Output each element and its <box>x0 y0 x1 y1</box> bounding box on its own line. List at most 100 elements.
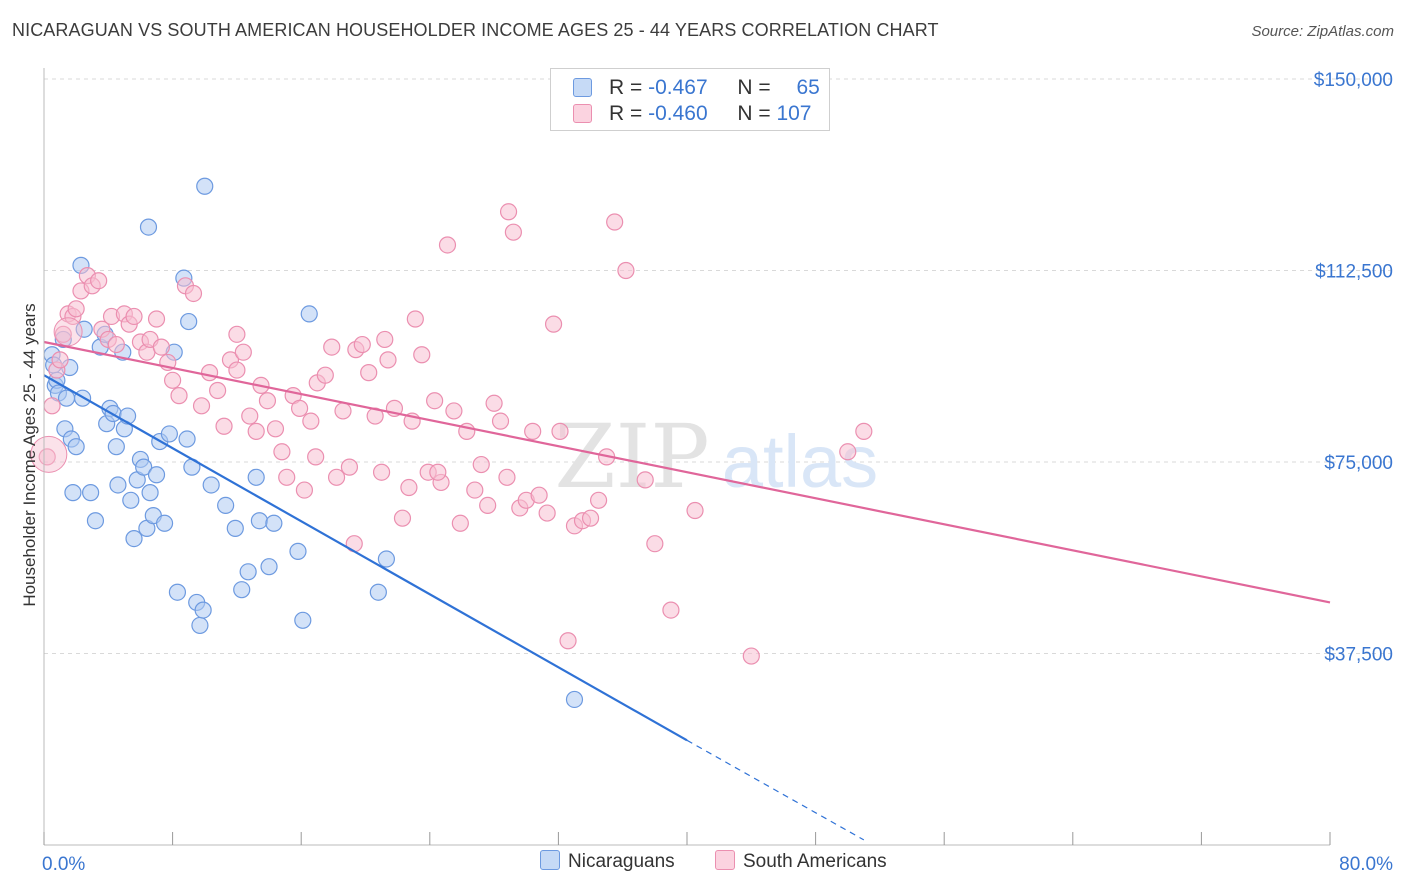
south-american-point <box>53 317 83 347</box>
watermark-zip: ZIP <box>554 405 709 508</box>
legend-n-value: 65 <box>796 76 820 99</box>
legend-r-label: R = <box>609 76 649 99</box>
nicaraguan-point <box>217 496 235 515</box>
legend-r-value: -0.460 <box>648 102 708 125</box>
nicaraguan-point <box>178 430 196 448</box>
bottom-legend-label: South Americans <box>743 851 887 872</box>
y-tick-label: $112,500 <box>1315 262 1393 283</box>
bottom-legend-nicaraguans: Nicaraguans <box>540 850 675 873</box>
nicaraguan-point <box>109 476 127 494</box>
south-american-point <box>551 422 569 440</box>
bottom-legend-swatch-pink <box>715 850 735 870</box>
south-american-point <box>43 397 61 415</box>
south-american-point <box>247 422 265 440</box>
south-american-point <box>295 481 314 499</box>
south-american-point <box>200 364 219 382</box>
nicaraguan-point <box>233 581 251 599</box>
south-american-point <box>215 417 233 435</box>
nicaraguan-point <box>160 425 178 443</box>
south-american-point <box>184 284 203 303</box>
nicaraguan-point <box>239 563 257 581</box>
south-american-point <box>228 325 246 343</box>
points-layer <box>30 177 873 709</box>
south-american-point <box>413 346 431 364</box>
nicaraguan-point <box>289 542 307 560</box>
south-american-point <box>192 397 211 415</box>
south-american-point <box>51 351 69 369</box>
legend-r-label: R = <box>609 102 649 125</box>
nicaraguan-point <box>155 514 174 532</box>
south-american-point <box>559 632 577 650</box>
y-tick-label: $37,500 <box>1324 645 1393 666</box>
nicaraguan-point <box>64 484 82 502</box>
nicaraguan-point <box>194 601 212 619</box>
south-american-point <box>589 491 608 509</box>
south-american-point <box>147 310 166 328</box>
legend-n-label: N = <box>737 76 777 99</box>
nicaraguan-trend-extension <box>686 739 865 841</box>
south-american-point <box>406 310 424 328</box>
south-american-point <box>445 402 463 420</box>
south-american-point <box>400 478 418 497</box>
south-american-trend-line <box>43 340 1331 604</box>
south-american-point <box>438 236 457 254</box>
legend-r-value: -0.467 <box>648 76 708 99</box>
south-american-point <box>606 213 624 231</box>
south-american-point <box>340 458 359 476</box>
legend-swatch-pink <box>573 104 592 123</box>
south-american-point <box>855 422 873 440</box>
nicaraguan-point <box>168 583 187 601</box>
chart-title: NICARAGUAN VS SOUTH AMERICAN HOUSEHOLDER… <box>12 20 939 40</box>
south-american-point <box>429 463 447 481</box>
south-american-point <box>316 366 334 384</box>
south-american-point <box>617 261 635 280</box>
nicaraguan-point <box>141 484 159 502</box>
south-american-point <box>472 455 490 474</box>
nicaraguan-point <box>369 583 387 601</box>
nicaraguan-point <box>202 476 220 494</box>
south-american-point <box>742 647 760 665</box>
nicaraguan-point <box>300 305 318 323</box>
south-american-point <box>327 468 346 486</box>
nicaraguan-point <box>260 558 278 576</box>
x-tick-label: 80.0% <box>1339 854 1393 875</box>
south-american-point <box>360 364 378 382</box>
south-american-point <box>839 443 857 461</box>
y-tick-label: $75,000 <box>1324 453 1393 474</box>
south-american-point <box>451 514 469 532</box>
south-american-point <box>498 468 516 486</box>
nicaraguan-trend-line <box>43 374 688 742</box>
south-american-point <box>499 203 518 221</box>
south-american-point <box>426 392 444 410</box>
south-american-point <box>90 272 108 290</box>
nicaraguan-point <box>82 484 100 502</box>
south-american-point <box>273 443 291 461</box>
legend-swatch-blue <box>573 78 592 97</box>
south-american-point <box>379 351 397 369</box>
nicaraguan-point <box>107 438 125 456</box>
watermark: ZIP atlas <box>554 405 878 508</box>
source-label: Source: ZipAtlas.com <box>1251 23 1394 40</box>
nicaraguan-point <box>139 218 158 236</box>
south-american-point <box>686 501 704 520</box>
south-american-point <box>266 420 285 438</box>
south-american-point <box>241 407 259 425</box>
bottom-legend-south-americans: South Americans <box>715 850 887 873</box>
south-american-point <box>376 330 394 349</box>
legend-n-value: 107 <box>776 102 812 125</box>
bottom-legend-label: Nicaraguans <box>568 851 675 872</box>
south-american-point <box>393 509 412 527</box>
nicaraguan-point <box>294 611 312 629</box>
south-american-point <box>30 435 68 473</box>
south-american-point <box>278 468 296 486</box>
south-american-point <box>170 387 188 405</box>
nicaraguan-point <box>67 438 85 456</box>
south-american-point <box>234 343 252 361</box>
nicaraguan-point <box>122 491 140 509</box>
south-american-point <box>125 307 143 326</box>
south-american-point <box>67 300 85 318</box>
south-american-point <box>54 325 72 343</box>
south-american-point <box>307 448 325 466</box>
south-american-point <box>353 335 371 354</box>
